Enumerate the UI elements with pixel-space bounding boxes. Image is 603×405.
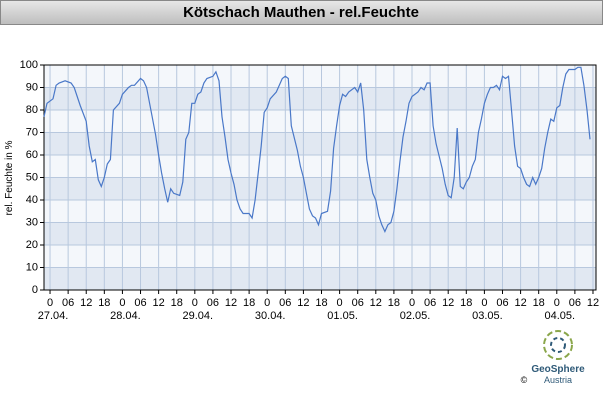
y-tick-label: 80	[26, 104, 38, 116]
y-tick-label: 90	[26, 81, 38, 93]
y-tick-label: 40	[26, 194, 38, 206]
x-tick-label: 0	[409, 297, 415, 309]
y-tick-label: 70	[26, 126, 38, 138]
date-label: 03.05.	[472, 310, 503, 322]
logo-name: GeoSphere	[531, 364, 585, 375]
x-tick-label: 06	[207, 297, 219, 309]
x-tick-label: 12	[587, 297, 599, 309]
plot-frame	[43, 64, 597, 291]
header-bar	[0, 0, 603, 25]
date-label: 28.04.	[110, 310, 141, 322]
copyright: ©	[521, 375, 528, 385]
y-tick-label: 10	[26, 261, 38, 273]
date-label: 29.04.	[183, 310, 214, 322]
x-tick-label: 12	[370, 297, 382, 309]
date-label: 01.05.	[327, 310, 358, 322]
x-tick-label: 06	[424, 297, 436, 309]
logo-icon	[550, 337, 566, 353]
y-axis-label: rel. Feuchte in %	[4, 140, 15, 215]
chart-title: Kötschach Mauthen - rel.Feuchte	[183, 4, 419, 21]
band	[44, 65, 596, 88]
band	[44, 245, 596, 268]
x-tick-label: 0	[554, 297, 560, 309]
x-tick-label: 12	[225, 297, 237, 309]
band	[44, 110, 596, 133]
logo-sub: Austria	[544, 375, 572, 385]
x-tick-label: 18	[315, 297, 327, 309]
band	[44, 177, 596, 200]
y-tick-label: 60	[26, 149, 38, 161]
y-tick-label: 0	[32, 284, 38, 296]
x-tick-label: 12	[514, 297, 526, 309]
x-tick-label: 0	[192, 297, 198, 309]
x-tick-label: 18	[388, 297, 400, 309]
y-tick-label: 30	[26, 216, 38, 228]
x-tick-label: 12	[442, 297, 454, 309]
x-tick-label: 12	[297, 297, 309, 309]
y-tick-label: 20	[26, 239, 38, 251]
y-tick-label: 50	[26, 171, 38, 183]
band	[44, 87, 596, 110]
date-label: 02.05.	[400, 310, 431, 322]
x-tick-label: 06	[279, 297, 291, 309]
x-tick-label: 0	[264, 297, 270, 309]
date-label: 27.04.	[38, 310, 69, 322]
y-tick-label: 100	[20, 59, 38, 71]
band	[44, 267, 596, 290]
x-tick-label: 06	[134, 297, 146, 309]
date-label: 04.05.	[544, 310, 575, 322]
line-series	[43, 66, 591, 233]
x-tick-label: 18	[98, 297, 110, 309]
x-tick-label: 18	[171, 297, 183, 309]
x-tick-label: 12	[80, 297, 92, 309]
x-tick-label: 12	[152, 297, 164, 309]
logo-icon	[543, 330, 573, 360]
x-tick-label: 06	[569, 297, 581, 309]
logo: GeoSphere Austria ©	[521, 330, 585, 385]
band	[44, 222, 596, 245]
x-tick-label: 18	[533, 297, 545, 309]
x-tick-label: 0	[481, 297, 487, 309]
x-tick-label: 18	[460, 297, 472, 309]
x-tick-label: 0	[47, 297, 53, 309]
x-tick-label: 18	[243, 297, 255, 309]
x-tick-label: 06	[62, 297, 74, 309]
x-tick-label: 0	[119, 297, 125, 309]
x-tick-label: 0	[337, 297, 343, 309]
band	[44, 155, 596, 178]
x-tick-label: 06	[496, 297, 508, 309]
plot: 0 10 20 30 40 50 60 70 80 90 100 0 06 12 18 0 06 12 18 0 06 1…	[20, 59, 599, 322]
date-label: 30.04.	[255, 310, 286, 322]
x-tick-label: 06	[352, 297, 364, 309]
band	[44, 200, 596, 223]
